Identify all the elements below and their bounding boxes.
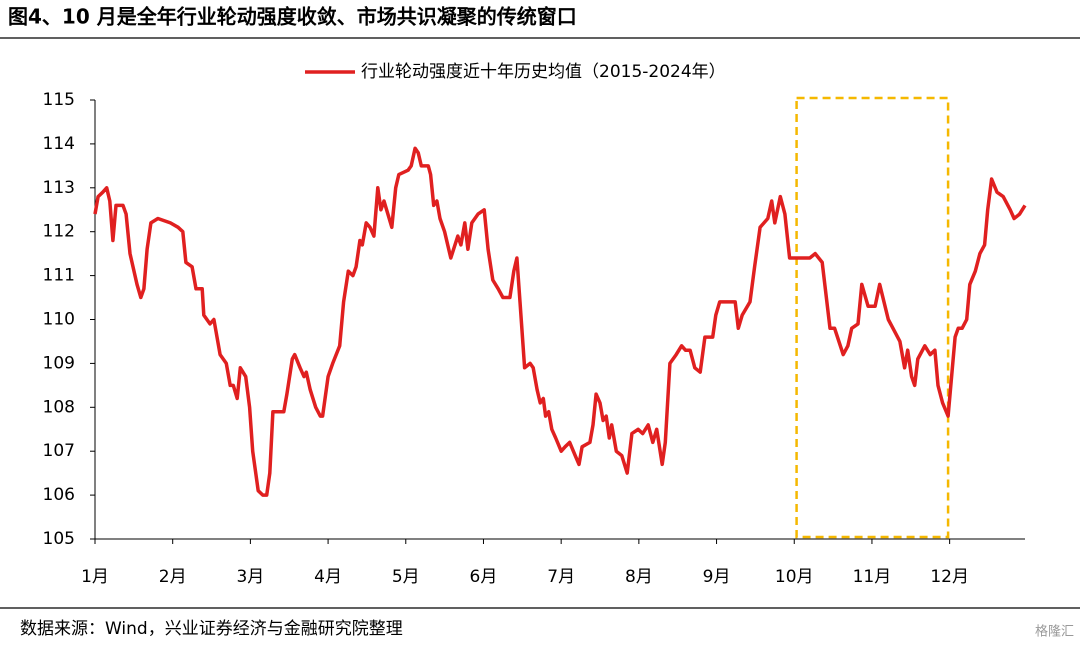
x-tick-label: 6月 (470, 567, 498, 587)
data-line (93, 146, 1027, 497)
x-tick-label: 2月 (159, 567, 187, 587)
y-tick-label: 109 (43, 353, 75, 373)
legend-label: 行业轮动强度近十年历史均值（2015-2024年） (361, 62, 726, 82)
x-tick-label: 12月 (930, 567, 969, 587)
x-tick-label: 3月 (236, 567, 264, 587)
y-tick-label: 112 (43, 222, 75, 242)
watermark: 格隆汇 (1035, 624, 1074, 640)
y-tick-label: 114 (43, 134, 75, 154)
y-tick-label: 105 (43, 529, 75, 549)
y-tick-label: 108 (43, 397, 75, 417)
y-tick-label: 111 (43, 266, 75, 286)
y-tick-label: 107 (43, 441, 75, 461)
y-tick-label: 110 (43, 310, 75, 330)
chart-title: 图4、10 月是全年行业轮动强度收敛、市场共识凝聚的传统窗口 (8, 5, 577, 29)
x-tick-label: 4月 (314, 567, 342, 587)
y-tick-label: 106 (43, 485, 75, 505)
y-tick-label: 113 (43, 178, 75, 198)
x-tick-label: 5月 (392, 567, 420, 587)
y-tick-label: 115 (43, 90, 75, 110)
x-tick-label: 11月 (853, 567, 892, 587)
x-tick-label: 8月 (625, 567, 653, 587)
highlight-box (795, 96, 950, 539)
x-tick-label: 9月 (703, 567, 731, 587)
x-tick-label: 10月 (775, 567, 814, 587)
x-tick-label: 7月 (547, 567, 575, 587)
source-note: 数据来源：Wind，兴业证券经济与金融研究院整理 (20, 619, 403, 639)
x-tick-label: 1月 (81, 567, 109, 587)
